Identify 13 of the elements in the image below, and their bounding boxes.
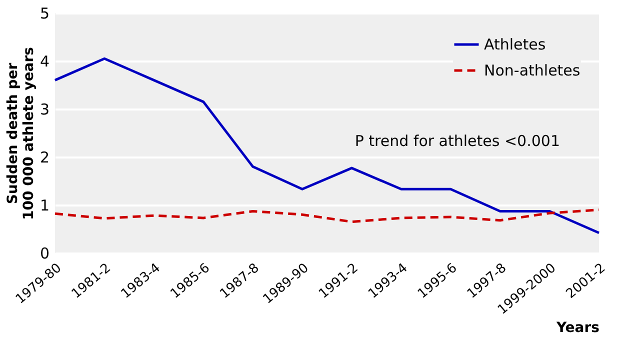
line-series — [54, 57, 600, 234]
legend-label: Non-athletes — [484, 62, 580, 80]
legend-label: Athletes — [484, 36, 546, 54]
y-tick-label: 3 — [40, 100, 50, 118]
y-axis-title: Sudden death per 100 000 athlete years — [4, 47, 37, 220]
y-tick-label: 5 — [40, 4, 50, 22]
y-tick-label: 1 — [40, 196, 50, 214]
annotation: P trend for athletes <0.001 — [354, 132, 560, 150]
x-axis-title: Years — [555, 320, 600, 336]
line-series — [54, 208, 600, 224]
y-tick-label: 0 — [40, 244, 50, 262]
y-tick-label: 2 — [40, 148, 50, 166]
y-tick-label: 4 — [40, 52, 50, 70]
